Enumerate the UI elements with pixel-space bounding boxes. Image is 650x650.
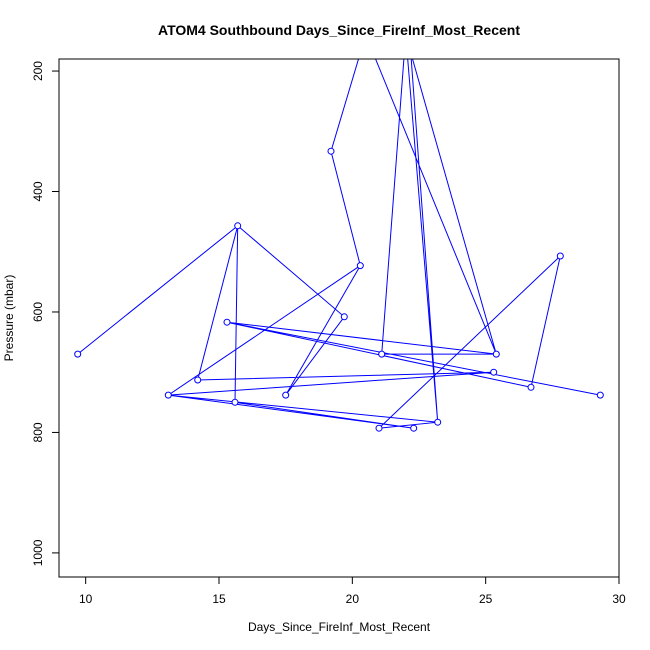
data-point (596, 391, 604, 399)
data-point (223, 318, 231, 326)
y-tick-label: 600 (31, 302, 45, 322)
x-axis-label: Days_Since_FireInf_Most_Recent (248, 620, 431, 634)
data-point (492, 350, 500, 358)
y-axis: 200 400 600 800 1000 (31, 61, 60, 566)
x-tick-label: 10 (79, 592, 93, 606)
data-point (527, 383, 535, 391)
y-tick-label: 1000 (31, 539, 45, 566)
data-point (378, 350, 386, 358)
data-point (74, 350, 82, 358)
x-tick-label: 15 (212, 592, 226, 606)
data-point (234, 222, 242, 230)
x-tick-label: 20 (346, 592, 360, 606)
series-line (77, 59, 601, 429)
data-point (556, 252, 564, 260)
y-tick-label: 800 (31, 422, 45, 442)
data-point (375, 424, 383, 432)
data-point (410, 424, 418, 432)
chart-title: ATOM4 Southbound Days_Since_FireInf_Most… (158, 22, 520, 38)
series-layer (74, 59, 604, 432)
data-point (490, 368, 498, 376)
x-axis: 10 15 20 25 30 (79, 576, 626, 606)
data-point (194, 376, 202, 384)
data-point (340, 313, 348, 321)
y-tick-label: 400 (31, 181, 45, 201)
y-tick-label: 200 (31, 61, 45, 81)
data-point (164, 391, 172, 399)
x-tick-label: 30 (612, 592, 626, 606)
y-axis-label: Pressure (mbar) (2, 275, 16, 362)
data-point (327, 147, 335, 155)
data-point (282, 391, 290, 399)
data-point (434, 418, 442, 426)
data-point (231, 398, 239, 406)
x-tick-label: 25 (479, 592, 493, 606)
data-point (356, 262, 364, 270)
